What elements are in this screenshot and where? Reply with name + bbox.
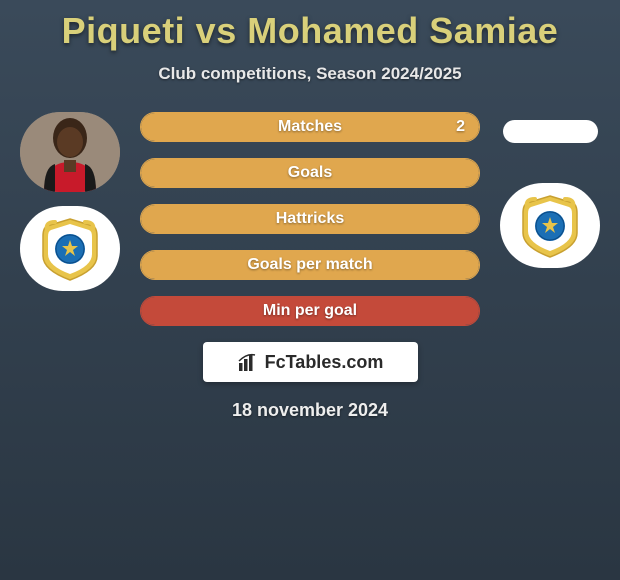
stat-bar-label: Hattricks	[276, 210, 344, 228]
stat-bar: Matches 2	[140, 112, 480, 142]
subtitle: Club competitions, Season 2024/2025	[0, 64, 620, 84]
stat-bars: Matches 2 Goals Hattricks Goals per match Min…	[140, 112, 480, 326]
fctables-logo[interactable]: FcTables.com	[203, 342, 418, 382]
left-club-badge	[20, 206, 120, 291]
right-player-column	[490, 112, 610, 268]
right-player-avatar-blank	[503, 120, 598, 143]
stat-bar-label: Min per goal	[263, 302, 357, 320]
shield-ball-icon	[35, 214, 105, 284]
stat-bar: Goals per match	[140, 250, 480, 280]
logo-text: FcTables.com	[265, 352, 384, 373]
player-portrait-icon	[20, 112, 120, 192]
stat-bar-label: Matches	[278, 118, 342, 136]
right-club-badge	[500, 183, 600, 268]
page-title: Piqueti vs Mohamed Samiae	[0, 0, 620, 52]
shield-ball-icon	[515, 191, 585, 261]
left-player-column	[10, 112, 130, 291]
stat-bar-label: Goals	[288, 164, 332, 182]
chart-bars-icon	[237, 351, 259, 373]
left-player-avatar	[20, 112, 120, 192]
stat-bar: Min per goal	[140, 296, 480, 326]
comparison-panel: Matches 2 Goals Hattricks Goals per match Min…	[0, 112, 620, 421]
stat-bar: Hattricks	[140, 204, 480, 234]
date-label: 18 november 2024	[0, 400, 620, 421]
stat-bar-value: 2	[456, 118, 465, 136]
stat-bar-label: Goals per match	[247, 256, 372, 274]
stat-bar: Goals	[140, 158, 480, 188]
